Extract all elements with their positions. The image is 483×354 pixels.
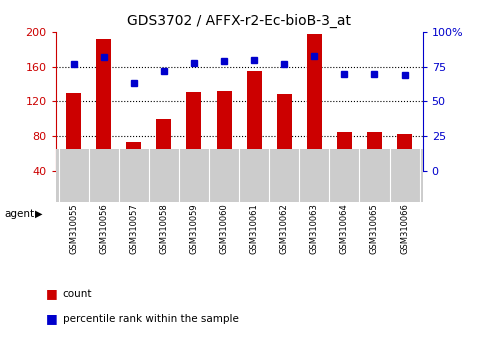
Title: GDS3702 / AFFX-r2-Ec-bioB-3_at: GDS3702 / AFFX-r2-Ec-bioB-3_at	[127, 14, 351, 28]
Text: ▶: ▶	[35, 209, 43, 219]
Text: ■: ■	[46, 287, 57, 300]
FancyBboxPatch shape	[149, 173, 239, 199]
Text: agent: agent	[5, 209, 35, 219]
Bar	[96, 39, 111, 171]
FancyBboxPatch shape	[58, 173, 149, 199]
Text: ■: ■	[46, 312, 57, 325]
Bar	[216, 91, 231, 171]
Bar	[277, 94, 292, 171]
Text: forskolin: forskolin	[354, 182, 395, 192]
Bar	[247, 71, 262, 171]
Text: untreated: untreated	[80, 182, 128, 192]
Bar	[337, 132, 352, 171]
Text: cAMP: cAMP	[271, 182, 298, 192]
Bar	[307, 34, 322, 171]
Text: norepinephrine: norepinephrine	[156, 182, 231, 192]
Bar	[126, 142, 142, 171]
Text: count: count	[63, 289, 92, 299]
Bar	[367, 132, 382, 171]
Bar	[66, 93, 81, 171]
FancyBboxPatch shape	[329, 173, 420, 199]
Bar	[397, 134, 412, 171]
Text: percentile rank within the sample: percentile rank within the sample	[63, 314, 239, 324]
Bar	[186, 92, 201, 171]
FancyBboxPatch shape	[239, 173, 329, 199]
Bar	[156, 119, 171, 171]
